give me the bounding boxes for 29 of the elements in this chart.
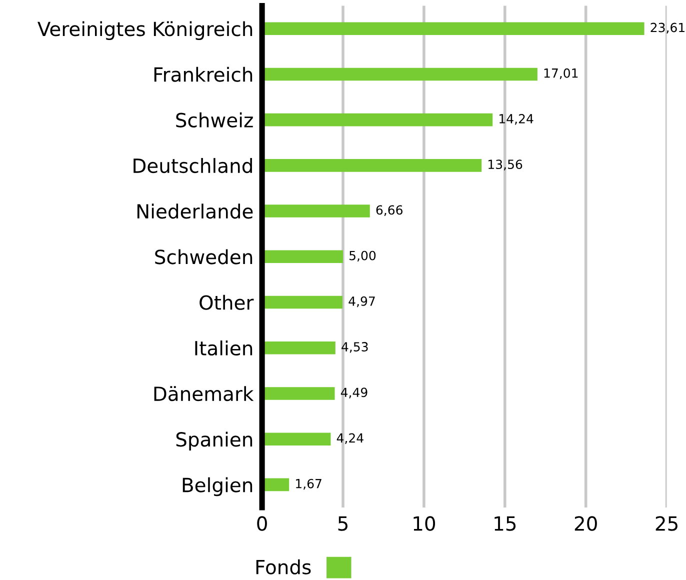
data-label: 4,49: [340, 388, 368, 398]
x-tick-label: 15: [494, 516, 516, 531]
y-tick-label: Italien: [195, 340, 252, 356]
y-tick-label: Other: [200, 294, 254, 310]
data-label: 4,24: [336, 433, 364, 444]
y-tick-label: Spanien: [176, 432, 252, 451]
data-label: 6,66: [376, 205, 402, 216]
x-tick-label: 0: [257, 516, 267, 531]
legend-label: Fonds: [256, 559, 311, 574]
y-tick-label: Niederlande: [137, 204, 253, 219]
y-tick-label: Vereinigtes Königreich: [38, 21, 252, 40]
y-tick-label: Schweden: [155, 249, 252, 264]
y-tick-label: Schweiz: [176, 112, 253, 128]
data-label: 13,56: [488, 160, 522, 170]
y-tick-label: Belgien: [182, 477, 252, 496]
data-label: 4,97: [348, 296, 375, 308]
data-label: 1,67: [296, 478, 322, 490]
x-tick-label: 10: [414, 516, 436, 531]
data-label: 23,61: [650, 22, 684, 34]
x-tick-label: 20: [574, 516, 597, 531]
data-label: 17,01: [544, 68, 578, 80]
y-tick-label: Deutschland: [134, 158, 252, 174]
x-tick-label: 25: [656, 516, 678, 531]
data-label: 5,00: [350, 250, 376, 262]
data-label: 4,53: [342, 342, 368, 353]
y-tick-label: Dänemark: [154, 386, 254, 402]
y-tick-label: Frankreich: [154, 66, 252, 82]
x-tick-label: 5: [338, 516, 348, 531]
data-label: 14,24: [500, 114, 534, 125]
